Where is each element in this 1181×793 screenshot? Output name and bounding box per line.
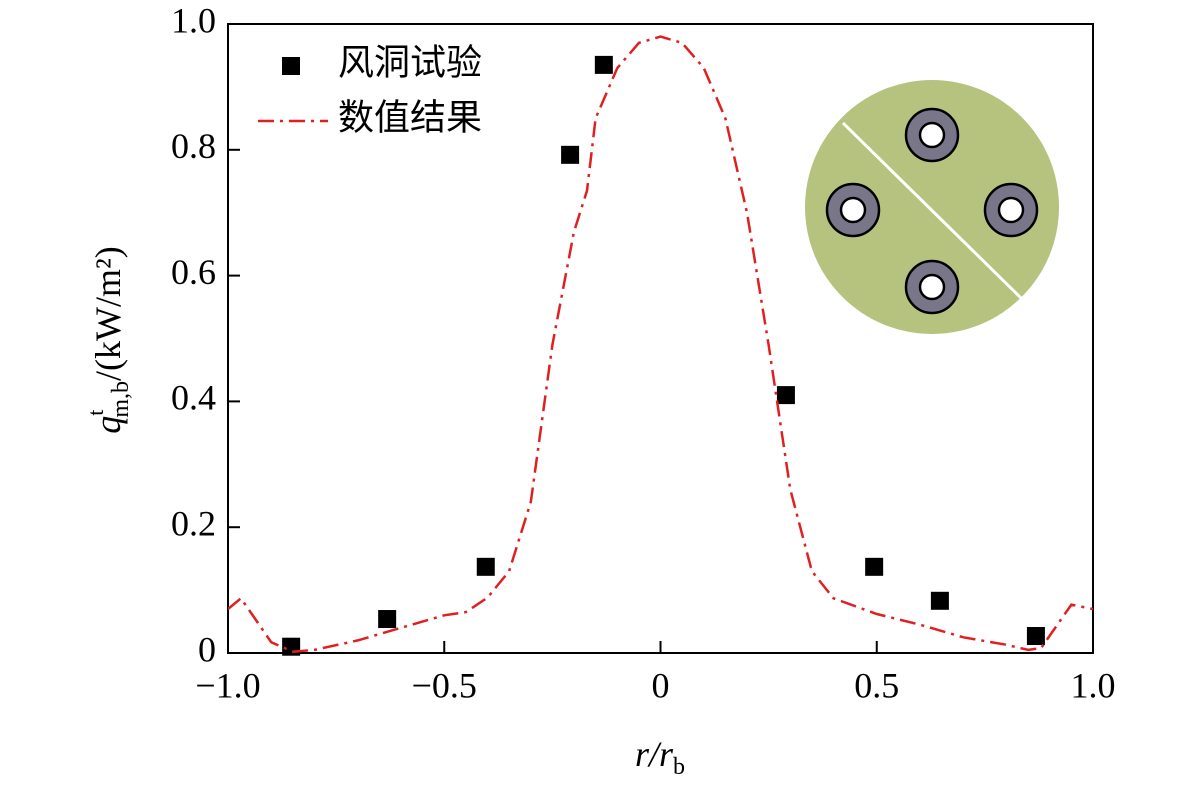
ring-hole [997,196,1025,224]
legend-label: 风洞试验 [338,42,482,82]
data-point [561,145,580,164]
inset-disk [805,80,1059,334]
data-point [594,55,613,74]
ring-hole [918,273,946,301]
ring-hole [839,196,867,224]
y-tick-label: 0.4 [171,378,216,418]
x-axis-label: r/rb [635,734,685,779]
legend-label: 数值结果 [338,97,482,137]
y-axis-label: qtm,b/(kW/m²) [83,246,133,434]
y-tick-label: 0.8 [171,126,216,166]
inset-rings [825,107,1039,315]
x-label-sub: b [673,754,685,780]
x-tick-label: −0.5 [412,665,477,705]
x-tick-label: 1.0 [1071,665,1116,705]
data-point [282,637,301,656]
y-label-base: q [88,416,128,434]
data-point [378,610,397,629]
y-label-sub: m,b [108,381,134,418]
inset-split [841,121,1023,300]
y-tick-label: 0 [198,629,216,669]
data-point [476,557,495,576]
y-tick-label: 0.6 [171,252,216,292]
data-point [865,557,884,576]
x-tick-label: −1.0 [195,665,260,705]
y-label-sup: t [83,410,108,416]
data-point [776,386,795,405]
inset-diagram [805,80,1059,334]
data-point [930,591,949,610]
y-tick-label: 0.2 [171,503,216,543]
data-point [1026,627,1045,646]
x-tick-label: 0.5 [854,665,899,705]
x-tick-label: 0 [652,665,670,705]
x-label-base: r/r [635,734,674,774]
data-line [228,35,1093,653]
ring-hole [918,121,946,149]
y-tick-label: 1.0 [171,0,216,40]
y-label-unit: /(kW/m²) [88,246,128,381]
legend-marker [282,57,300,75]
